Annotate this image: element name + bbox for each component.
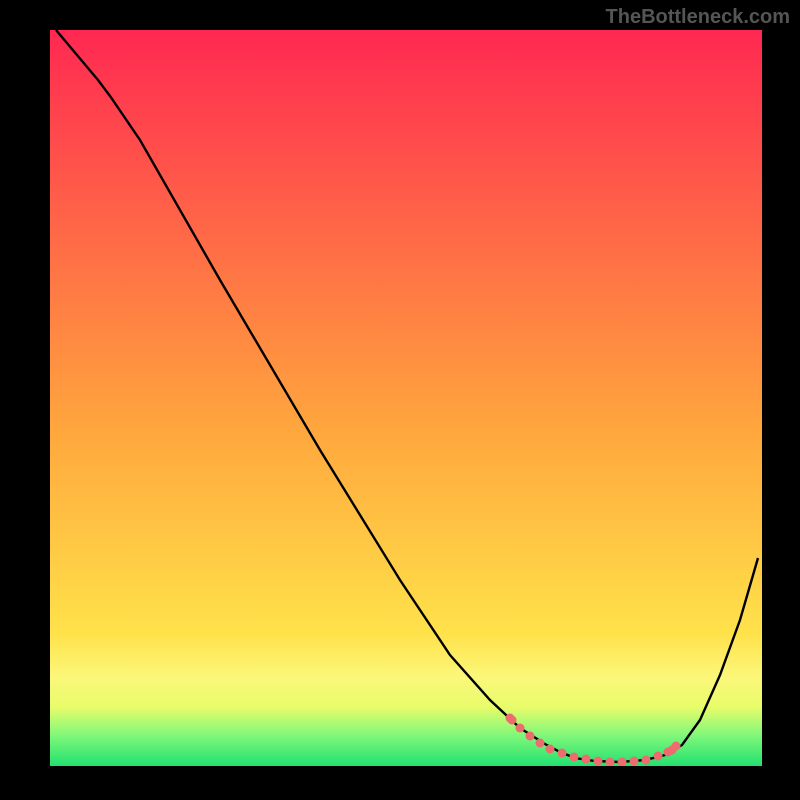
plot-border-left <box>0 0 50 800</box>
highlight-dot <box>594 757 603 766</box>
plot-border-bottom <box>0 766 800 800</box>
highlight-dot <box>526 732 535 741</box>
highlight-dot <box>672 742 681 751</box>
plot-border-right <box>762 0 800 800</box>
highlight-dot <box>582 755 591 764</box>
highlight-dot <box>536 739 545 748</box>
highlight-dot <box>642 756 651 765</box>
highlight-dot <box>546 745 555 754</box>
highlight-dot <box>630 757 639 766</box>
highlight-dot <box>654 752 663 761</box>
highlight-dot <box>558 749 567 758</box>
highlight-dot <box>508 716 517 725</box>
highlight-dot <box>570 753 579 762</box>
watermark-text: TheBottleneck.com <box>606 6 790 29</box>
highlight-dot <box>516 724 525 733</box>
chart-container: TheBottleneck.com <box>0 0 800 800</box>
v-curve-line <box>56 30 758 762</box>
curve-svg <box>0 0 800 800</box>
